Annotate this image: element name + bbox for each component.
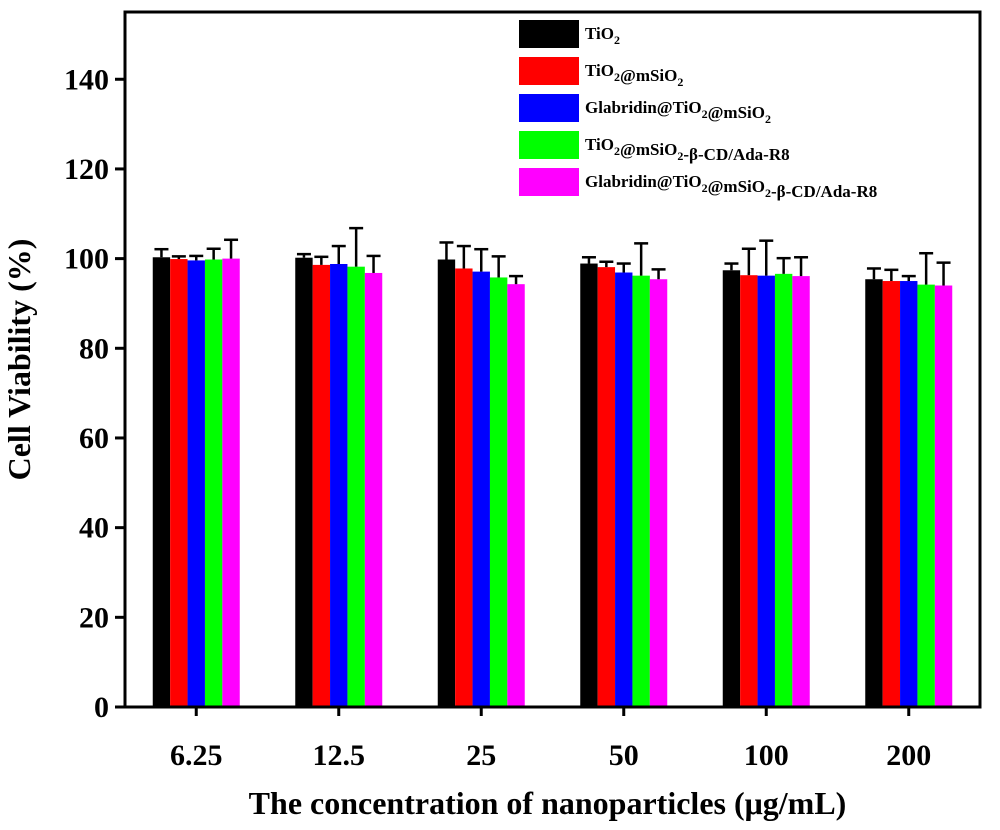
- x-tick-label: 50: [609, 739, 639, 772]
- legend-swatch: [519, 168, 579, 196]
- bar: [865, 279, 882, 707]
- bar: [917, 285, 934, 707]
- bar: [792, 276, 809, 707]
- bar: [650, 279, 667, 707]
- x-tick-label: 25: [466, 739, 496, 772]
- x-tick-label: 12.5: [313, 739, 366, 772]
- bar: [740, 275, 757, 707]
- y-tick-label: 60: [79, 422, 109, 455]
- bar: [473, 272, 490, 707]
- legend-swatch: [519, 20, 579, 48]
- y-tick-label: 20: [79, 601, 109, 634]
- y-tick-label: 120: [64, 153, 109, 186]
- bar: [900, 281, 917, 707]
- bar: [438, 260, 455, 707]
- bar: [883, 281, 900, 707]
- x-axis-title: The concentration of nanoparticles (μg/m…: [249, 785, 847, 821]
- legend-label: Glabridin@TiO2@mSiO2: [585, 98, 771, 126]
- bar: [347, 267, 364, 707]
- bar: [295, 258, 312, 707]
- bar: [365, 273, 382, 707]
- bar: [455, 268, 472, 707]
- y-tick-label: 140: [64, 63, 109, 96]
- x-tick-label: 200: [886, 739, 931, 772]
- legend-swatch: [519, 94, 579, 122]
- bar: [490, 277, 507, 707]
- y-tick-label: 0: [94, 691, 109, 724]
- bar: [170, 259, 187, 707]
- bar: [188, 260, 205, 707]
- bar: [507, 284, 524, 707]
- legend-swatch: [519, 131, 579, 159]
- bar: [758, 276, 775, 707]
- legend: TiO2 TiO2@mSiO2 Glabridin@TiO2@mSiO2 TiO2@m…: [519, 20, 877, 201]
- x-tick-label: 6.25: [170, 739, 223, 772]
- legend-label: TiO2@mSiO2: [585, 61, 683, 89]
- legend-label: TiO2@mSiO2-β-CD/Ada-R8: [585, 135, 790, 164]
- bar: [205, 260, 222, 707]
- bar: [632, 276, 649, 707]
- legend-swatch: [519, 57, 579, 85]
- plot-layer: [153, 228, 953, 707]
- bar: [598, 267, 615, 707]
- bar: [222, 259, 239, 707]
- y-axis-title: Cell Viability (%): [1, 239, 37, 481]
- bar: [775, 274, 792, 707]
- bar: [935, 286, 952, 707]
- bar: [313, 265, 330, 707]
- bar: [153, 257, 170, 707]
- legend-label: Glabridin@TiO2@mSiO2-β-CD/Ada-R8: [585, 172, 877, 201]
- bar: [580, 264, 597, 707]
- bar: [330, 264, 347, 707]
- x-tick-label: 100: [744, 739, 789, 772]
- y-tick-label: 40: [79, 512, 109, 545]
- bar: [723, 270, 740, 707]
- y-tick-label: 100: [64, 243, 109, 276]
- bar: [615, 273, 632, 707]
- y-tick-label: 80: [79, 332, 109, 365]
- legend-label: TiO2: [585, 24, 620, 47]
